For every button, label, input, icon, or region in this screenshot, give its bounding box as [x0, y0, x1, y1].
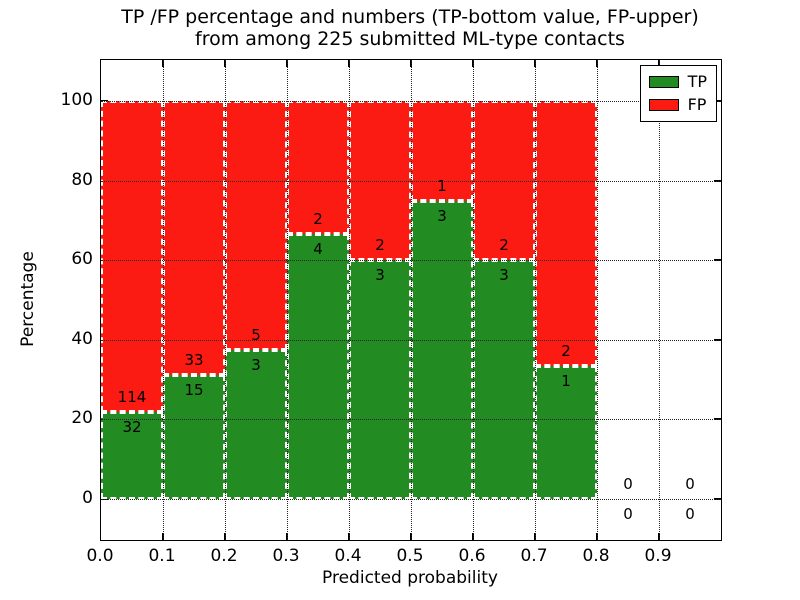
- chart-title-line2: from among 225 submitted ML-type contact…: [195, 28, 625, 50]
- x-tick-label-0.3: 0.3: [272, 546, 300, 566]
- bar-segment-fp-2: [225, 101, 287, 350]
- value-label-fp-0: 114: [117, 387, 147, 406]
- value-label-fp-6: 2: [499, 236, 509, 255]
- gridline-x-0.9: [658, 60, 660, 540]
- x-tick-label-0.1: 0.1: [148, 546, 176, 566]
- bar-segment-tp-1: [163, 374, 225, 499]
- bar-segment-fp-5: [411, 101, 473, 201]
- value-label-fp-4: 2: [375, 236, 385, 255]
- chart-title-line1: TP /FP percentage and numbers (TP-bottom…: [121, 6, 699, 28]
- legend: TP FP: [639, 65, 717, 122]
- value-label-fp-1: 33: [184, 350, 204, 369]
- x-tick-label-0.6: 0.6: [458, 546, 486, 566]
- x-tick-label-0.4: 0.4: [334, 546, 362, 566]
- x-tick-label-0.5: 0.5: [396, 546, 424, 566]
- gridline-y-0: [101, 498, 721, 500]
- gridline-x-0.6: [472, 60, 474, 540]
- gridline-x-0.7: [534, 60, 536, 540]
- gridline-x-0.5: [410, 60, 412, 540]
- value-label-fp-5: 1: [437, 176, 447, 195]
- value-label-tp-6: 3: [499, 266, 509, 285]
- x-tick-label-0.2: 0.2: [210, 546, 238, 566]
- legend-label-tp: TP: [687, 72, 707, 91]
- plot-area: TP FP 114 32 33 15 5 3 2 4 2 3 1 3 2 3 2 1 0 0 0 0: [100, 59, 722, 541]
- bar-segment-fp-1: [163, 101, 225, 375]
- gridline-y-80: [101, 180, 721, 182]
- value-label-fp-3: 2: [313, 209, 323, 228]
- value-label-tp-7: 1: [561, 372, 571, 391]
- legend-label-fp: FP: [687, 95, 707, 114]
- y-tick-label-100: 100: [60, 90, 93, 110]
- y-axis-label: Percentage: [18, 251, 38, 347]
- y-tick-label-40: 40: [71, 329, 93, 349]
- bar-segment-tp-7: [535, 366, 597, 499]
- y-tick-label-60: 60: [71, 249, 93, 269]
- bar-segment-tp-2: [225, 349, 287, 499]
- value-label-fp-2: 5: [251, 325, 261, 344]
- x-tick-label-0.8: 0.8: [582, 546, 610, 566]
- value-label-tp-2: 3: [251, 355, 261, 374]
- gridline-y-40: [101, 339, 721, 341]
- bar-segment-tp-5: [411, 200, 473, 499]
- bar-segment-tp-0: [101, 411, 163, 499]
- x-tick-label-0.7: 0.7: [520, 546, 548, 566]
- legend-entry-fp: FP: [648, 95, 707, 114]
- gridline-x-0.4: [348, 60, 350, 540]
- gridline-x-0.1: [162, 60, 164, 540]
- gridline-y-100: [101, 100, 721, 102]
- value-label-fp-7: 2: [561, 342, 571, 361]
- bar-segment-fp-3: [287, 101, 349, 234]
- bar-segment-fp-0: [101, 101, 163, 412]
- value-label-tp-4: 3: [375, 266, 385, 285]
- y-tick-label-80: 80: [71, 170, 93, 190]
- value-label-tp-0: 32: [122, 417, 142, 436]
- value-label-tp-3: 4: [313, 239, 323, 258]
- y-tick-label-0: 0: [82, 488, 93, 508]
- x-axis-label: Predicted probability: [322, 568, 498, 588]
- value-label-tp-1: 15: [184, 380, 204, 399]
- y-tick-label-20: 20: [71, 408, 93, 428]
- gridline-y-20: [101, 418, 721, 420]
- bar-segment-tp-6: [473, 260, 535, 499]
- gridline-x-0.2: [224, 60, 226, 540]
- value-label-tp-9: 0: [685, 505, 695, 523]
- value-label-tp-8: 0: [623, 505, 633, 523]
- value-label-fp-8: 0: [623, 475, 633, 493]
- value-label-tp-5: 3: [437, 206, 447, 225]
- gridline-y-60: [101, 259, 721, 261]
- chart-title: TP /FP percentage and numbers (TP-bottom…: [100, 6, 720, 50]
- value-label-fp-9: 0: [685, 475, 695, 493]
- legend-entry-tp: TP: [648, 72, 707, 91]
- gridline-x-0.3: [286, 60, 288, 540]
- bar-segment-tp-3: [287, 233, 349, 499]
- bar-segment-tp-4: [349, 260, 411, 499]
- x-tick-label-0.9: 0.9: [644, 546, 672, 566]
- gridline-x-0.8: [596, 60, 598, 540]
- legend-swatch-fp: [648, 99, 679, 111]
- legend-swatch-tp: [648, 76, 679, 88]
- x-tick-label-0.0: 0.0: [86, 546, 114, 566]
- bar-segment-fp-7: [535, 101, 597, 367]
